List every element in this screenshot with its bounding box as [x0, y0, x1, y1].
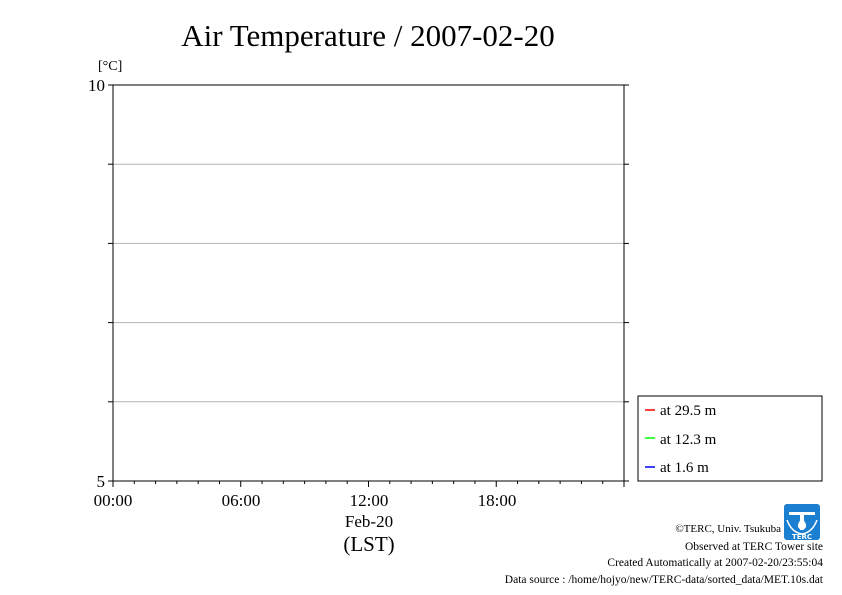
legend-label-29-5m: at 29.5 m	[660, 403, 717, 419]
x-tick-label-0600: 06:00	[222, 491, 261, 510]
x-date-label: Feb-20	[345, 512, 393, 531]
x-tick-label-1200: 12:00	[350, 491, 389, 510]
observed-text: Observed at TERC Tower site	[685, 541, 823, 553]
legend-label-12-3m: at 12.3 m	[660, 432, 717, 448]
created-text: Created Automatically at 2007-02-20/23:5…	[607, 557, 823, 569]
chart-title: Air Temperature / 2007-02-20	[181, 18, 554, 53]
y-tick-label-top: 10	[88, 76, 105, 95]
copyright-text: ©TERC, Univ. Tsukuba	[675, 523, 781, 535]
terc-logo-text: TERC	[792, 533, 812, 541]
x-tick-label-0000: 00:00	[94, 491, 133, 510]
legend: at 29.5 m at 12.3 m at 1.6 m	[637, 395, 823, 482]
axis-ticks	[108, 84, 629, 487]
x-axis-label: (LST)	[343, 532, 394, 556]
legend-label-1-6m: at 1.6 m	[660, 460, 709, 476]
x-tick-label-1800: 18:00	[478, 491, 517, 510]
plot-frame	[112, 84, 625, 482]
gridlines	[113, 163, 624, 403]
data-source-text: Data source : /home/hojyo/new/TERC-data/…	[505, 574, 824, 586]
y-axis-unit: [°C]	[98, 59, 122, 74]
terc-logo-icon: TERC	[784, 504, 820, 541]
y-tick-label-bottom: 5	[97, 472, 106, 491]
legend-box	[637, 395, 823, 482]
